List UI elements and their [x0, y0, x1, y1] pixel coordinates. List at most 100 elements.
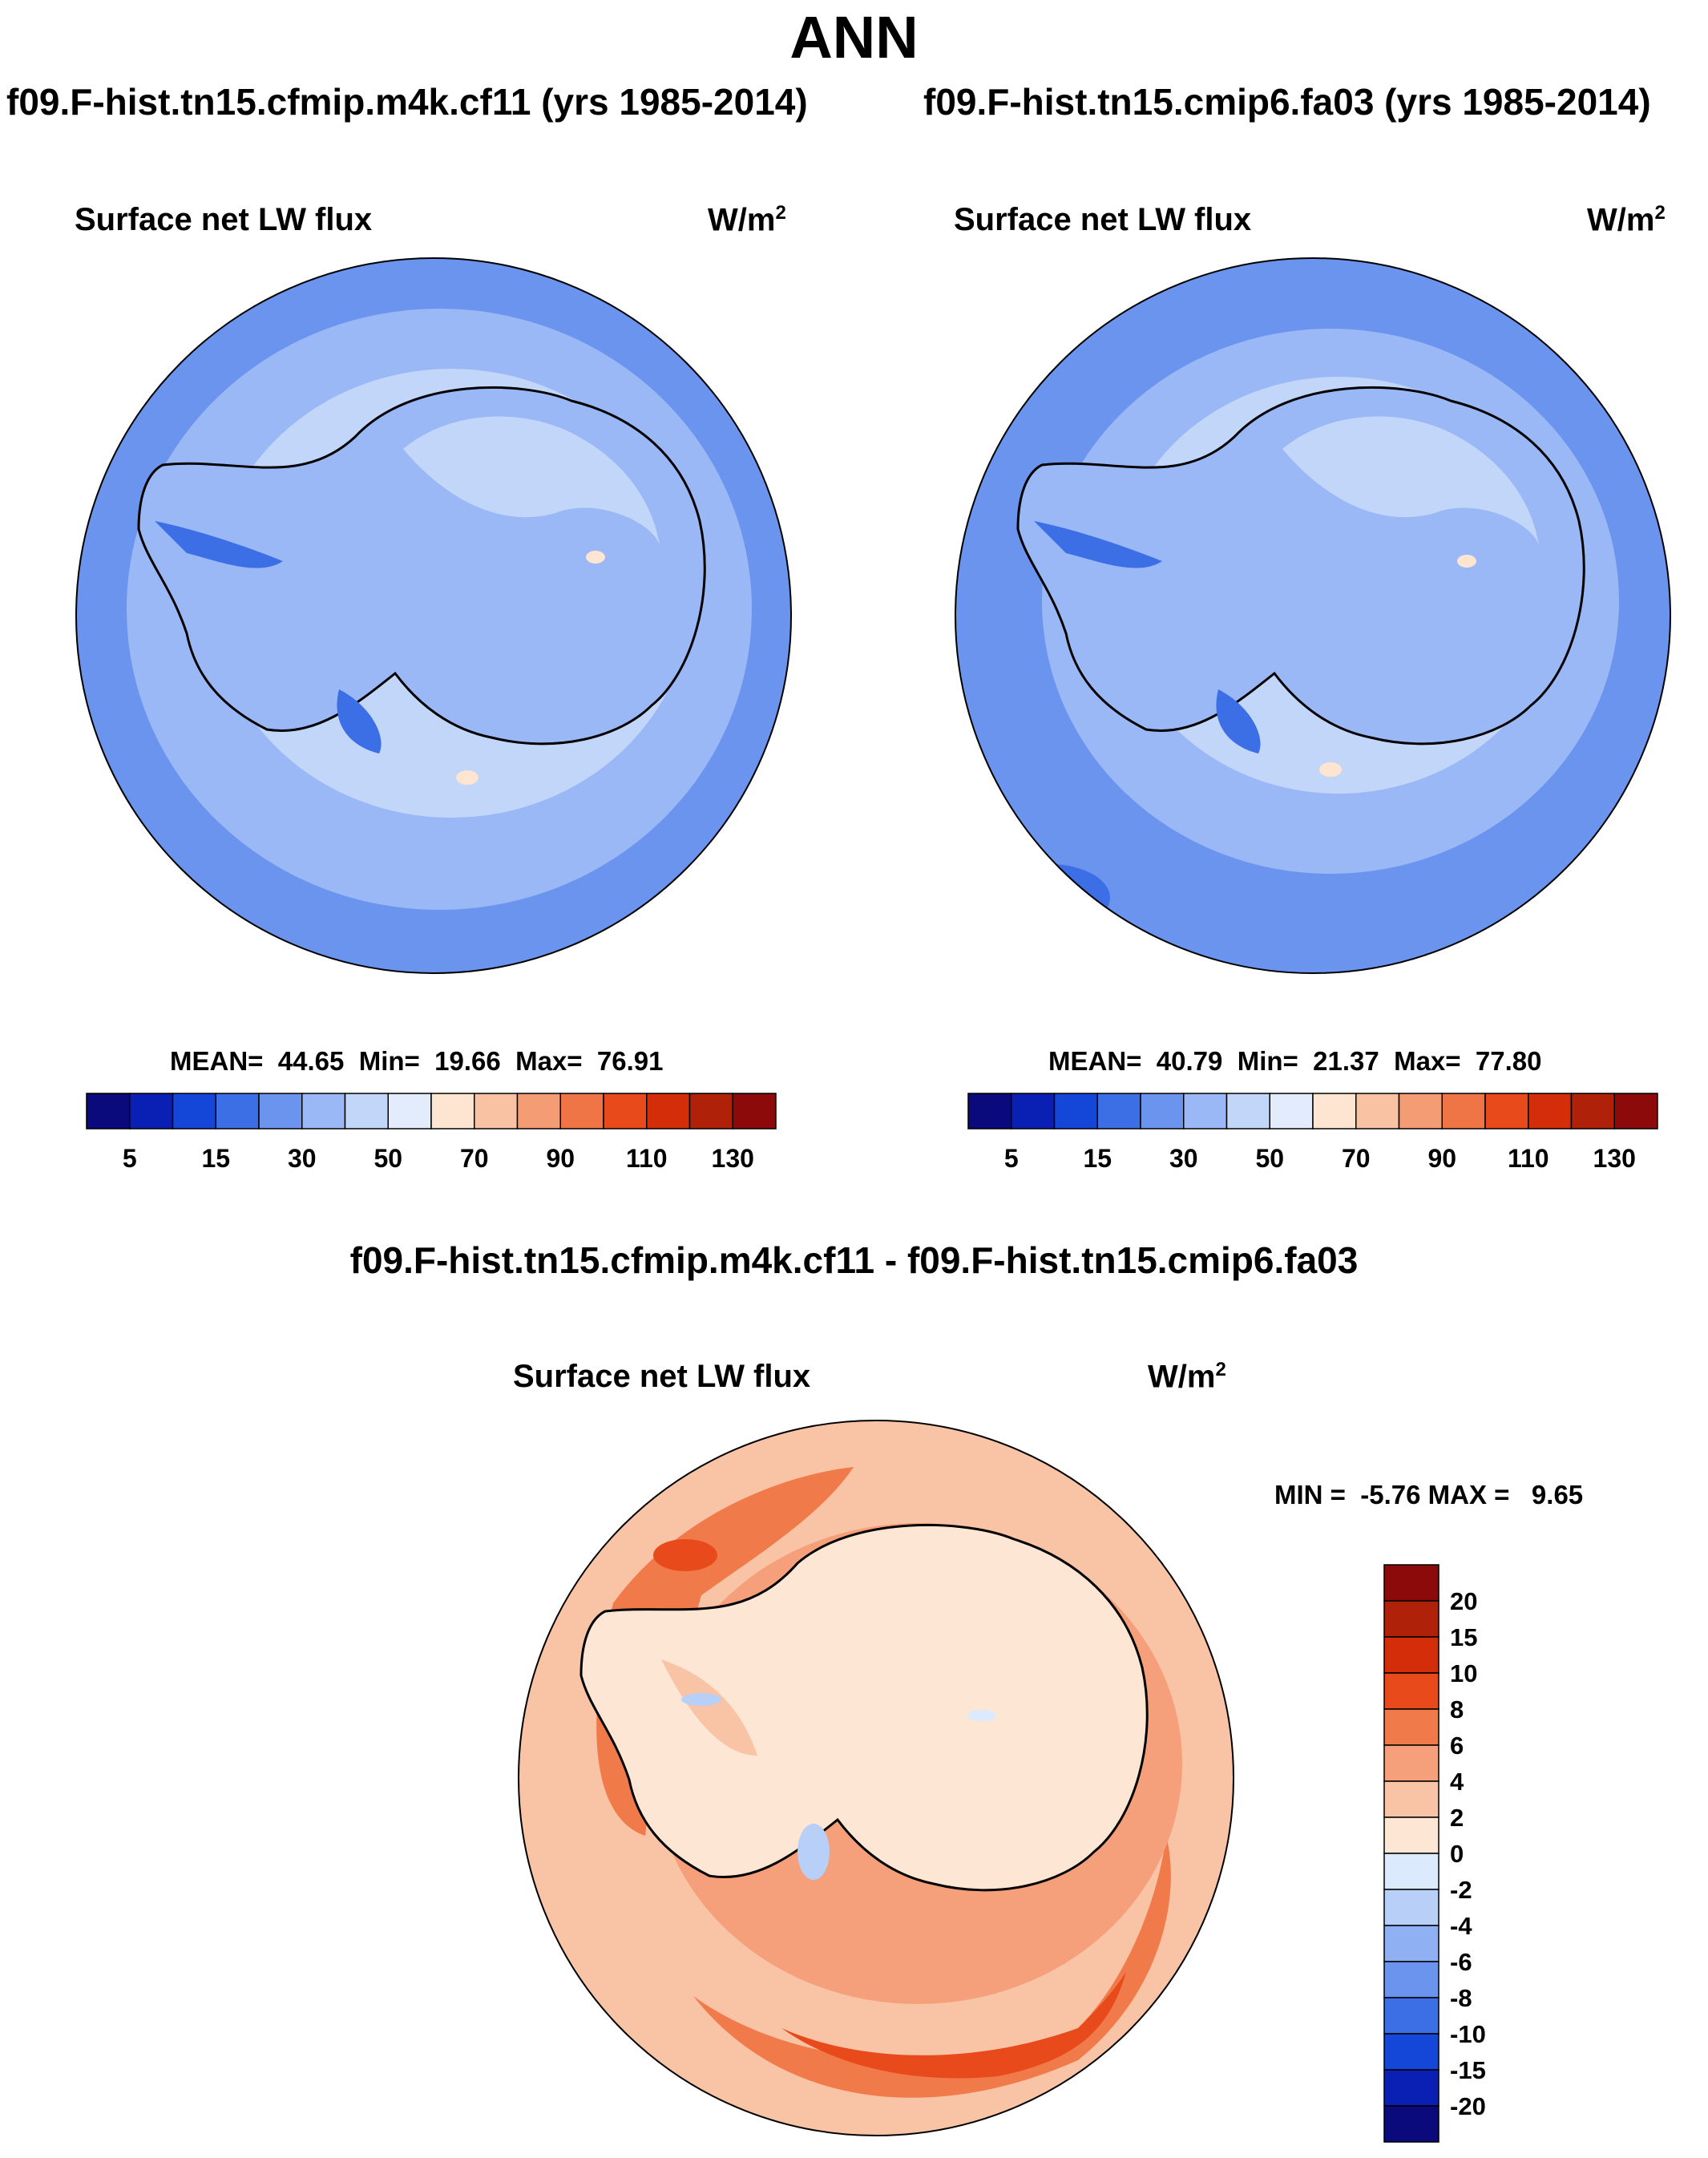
- colorbar-swatch: [1053, 1093, 1098, 1130]
- low-flux-region: [155, 521, 283, 568]
- diff-stats: MIN = -5.76 MAX = 9.65: [1274, 1480, 1584, 1509]
- colorbar-swatch: [1570, 1093, 1615, 1130]
- colorbar-swatch: [1355, 1093, 1400, 1130]
- colorbar-tick-label: 4: [1450, 1768, 1464, 1796]
- colorbar-swatch: [967, 1093, 1012, 1130]
- diff-polar-map: [518, 1420, 1234, 2136]
- high-flux-patch: [1319, 762, 1342, 777]
- panel2-polar-map: [955, 257, 1671, 974]
- colorbar-swatch: [732, 1093, 777, 1130]
- colorbar-swatch: [559, 1093, 604, 1130]
- diff-peninsula-region: [661, 1659, 757, 1756]
- colorbar-swatch: [86, 1093, 131, 1130]
- colorbar-tick-label: -6: [1450, 1948, 1472, 1976]
- colorbar-tick-label: 50: [373, 1144, 402, 1173]
- colorbar-tick-label: 130: [1593, 1144, 1636, 1173]
- panel1-polar-map: [75, 257, 792, 974]
- colorbar-tick-label: 8: [1450, 1695, 1464, 1724]
- colorbar-swatch: [1484, 1093, 1529, 1130]
- colorbar-tick-label: 30: [1169, 1144, 1198, 1173]
- colorbar-tick-label: -10: [1450, 2020, 1486, 2048]
- colorbar-tick-label: 15: [1083, 1144, 1112, 1173]
- diff-negative-patch: [681, 1693, 721, 1706]
- map-boundary: [955, 257, 1671, 974]
- colorbar-swatch: [688, 1093, 733, 1130]
- colorbar-tick-label: 90: [546, 1144, 575, 1173]
- colorbar-tick-label: 50: [1255, 1144, 1284, 1173]
- colorbar-swatch: [1383, 1744, 1439, 1782]
- colorbar-swatch: [1183, 1093, 1228, 1130]
- colorbar-swatch: [1011, 1093, 1056, 1130]
- colorbar-swatch: [1383, 2033, 1439, 2071]
- colorbar-tick-label: -4: [1450, 1912, 1472, 1940]
- panel1-stats: MEAN= 44.65 Min= 19.66 Max= 76.91: [170, 1046, 664, 1076]
- colorbar-swatch: [1312, 1093, 1357, 1130]
- panel2-colorbar: 5 15 30 50 70 90 110 130: [967, 1093, 1658, 1173]
- colorbar-swatch: [1441, 1093, 1486, 1130]
- panel1-units: W/m2: [708, 202, 786, 238]
- low-flux-region: [955, 258, 1082, 345]
- colorbar-swatch: [430, 1093, 475, 1130]
- panel2-case-title: f09.F-hist.tn15.cmip6.fa03 (yrs 1985-201…: [923, 81, 1651, 123]
- colorbar-swatch: [1383, 1925, 1439, 1962]
- panel1-variable-label: Surface net LW flux: [75, 202, 373, 237]
- colorbar-tick-label: 130: [712, 1144, 754, 1173]
- colorbar-swatch: [1383, 1636, 1439, 1674]
- colorbar-swatch: [1398, 1093, 1443, 1130]
- colorbar-tick-label: -2: [1450, 1876, 1472, 1904]
- colorbar-swatch: [215, 1093, 260, 1130]
- colorbar-tick-label: -8: [1450, 1984, 1472, 2012]
- colorbar-tick-label: -15: [1450, 2056, 1486, 2084]
- colorbar-tick-label: 110: [626, 1144, 668, 1173]
- map-boundary: [75, 257, 792, 974]
- low-flux-region: [1034, 521, 1162, 568]
- low-flux-region: [1216, 689, 1261, 754]
- colorbar-tick-label: 15: [201, 1144, 230, 1173]
- colorbar-tick-label: -20: [1450, 2092, 1486, 2120]
- colorbar-swatch: [1383, 1780, 1439, 1818]
- colorbar-swatch: [1383, 1889, 1439, 1926]
- panel2-stats: MEAN= 40.79 Min= 21.37 Max= 77.80: [1048, 1046, 1542, 1076]
- colorbar-swatch: [1383, 1564, 1439, 1602]
- colorbar-swatch: [1613, 1093, 1658, 1130]
- main-title: ANN: [789, 4, 919, 71]
- high-flux-patch: [1457, 555, 1476, 568]
- diff-negative-patch: [967, 1710, 996, 1721]
- colorbar-tick-label: 110: [1508, 1144, 1549, 1173]
- colorbar-swatch: [344, 1093, 389, 1130]
- colorbar-swatch: [1269, 1093, 1314, 1130]
- colorbar-tick-label: 70: [460, 1144, 489, 1173]
- colorbar-swatch: [1096, 1093, 1141, 1130]
- panel1-colorbar: 5 15 30 50 70 90 110 130: [86, 1093, 777, 1173]
- diff-title: f09.F-hist.tn15.cfmip.m4k.cf11 - f09.F-h…: [349, 1239, 1359, 1281]
- diff-units: W/m2: [1148, 1359, 1226, 1395]
- diff-variable-label: Surface net LW flux: [513, 1359, 811, 1394]
- colorbar-swatch: [1383, 2105, 1439, 2143]
- low-flux-region: [337, 689, 382, 754]
- colorbar-tick-label: 30: [288, 1144, 317, 1173]
- diff-negative-patch: [797, 1824, 830, 1880]
- colorbar-swatch: [258, 1093, 303, 1130]
- diff-max-patch: [653, 1539, 717, 1571]
- map-boundary: [518, 1420, 1234, 2136]
- colorbar-swatch: [1383, 1997, 1439, 2035]
- colorbar-swatch: [646, 1093, 691, 1130]
- colorbar-swatch: [1140, 1093, 1185, 1130]
- colorbar-swatch: [1383, 2069, 1439, 2107]
- colorbar-swatch: [474, 1093, 519, 1130]
- colorbar-swatch: [1383, 1672, 1439, 1710]
- diff-max-band: [781, 1972, 1126, 2079]
- panel2-variable-label: Surface net LW flux: [954, 202, 1252, 237]
- colorbar-swatch: [129, 1093, 174, 1130]
- high-flux-patch: [456, 770, 478, 785]
- east-antarctica-plateau: [1282, 416, 1539, 545]
- colorbar-swatch: [1225, 1093, 1270, 1130]
- colorbar-swatch: [516, 1093, 561, 1130]
- colorbar-swatch: [1383, 1853, 1439, 1890]
- colorbar-swatch: [172, 1093, 216, 1130]
- colorbar-swatch: [603, 1093, 648, 1130]
- panel1-case-title: f09.F-hist.tn15.cfmip.m4k.cf11 (yrs 1985…: [6, 81, 808, 123]
- colorbar-tick-label: 5: [1004, 1144, 1019, 1173]
- antarctica-coastline: [579, 1523, 1149, 1892]
